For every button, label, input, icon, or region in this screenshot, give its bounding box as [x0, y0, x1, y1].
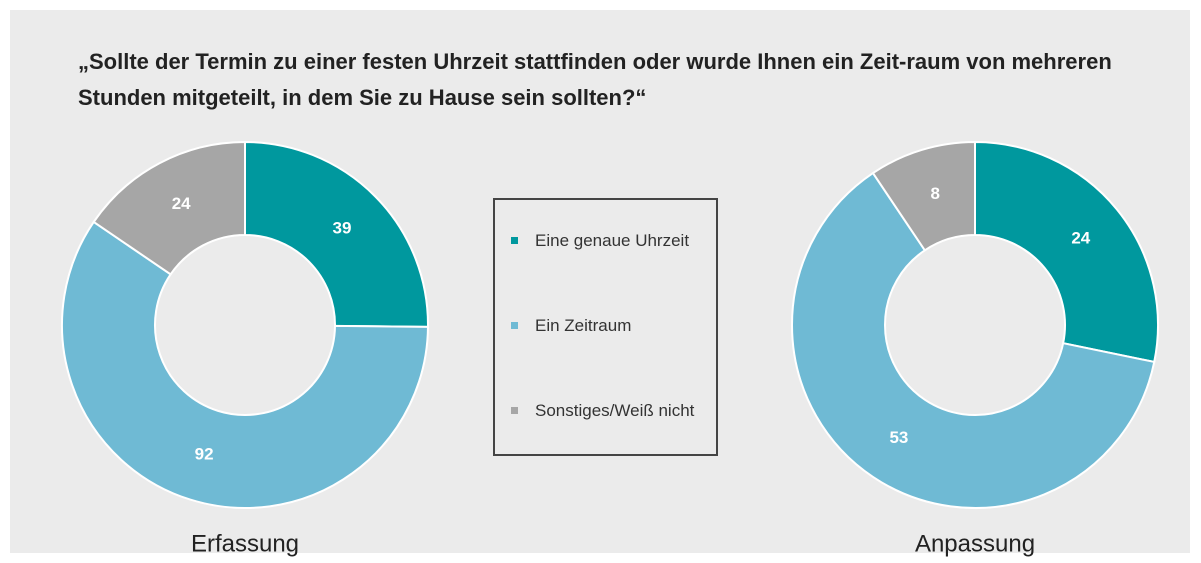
data-label: 24	[172, 194, 191, 213]
donut-segment	[61, 220, 430, 509]
donut-segment	[871, 140, 976, 252]
legend-item: Ein Zeitraum	[509, 315, 699, 337]
chart-label: Erfassung	[191, 530, 299, 557]
donut-segment	[92, 140, 246, 276]
legend-swatch	[511, 407, 518, 414]
legend-item: Sonstiges/Weiß nicht	[509, 400, 699, 422]
data-label: 24	[1071, 228, 1090, 247]
legend-label: Ein Zeitraum	[535, 316, 632, 335]
chart-label: Anpassung	[915, 530, 1035, 557]
legend-label: Sonstiges/Weiß nicht	[535, 401, 695, 420]
donut-segment	[790, 171, 1156, 509]
data-label: 53	[889, 428, 908, 447]
data-label: 92	[195, 445, 214, 464]
donut-segment	[974, 140, 1159, 364]
legend-item: Eine genaue Uhrzeit	[509, 230, 699, 252]
legend-label: Eine genaue Uhrzeit	[535, 231, 690, 250]
data-label: 39	[333, 218, 352, 237]
data-label: 8	[930, 184, 939, 203]
donut-segment	[244, 140, 429, 328]
legend: Eine genaue Uhrzeit Ein Zeitraum Sonstiges…	[493, 198, 718, 456]
chart-title: „Sollte der Termin zu einer festen Uhrze…	[78, 49, 1112, 110]
legend-swatch	[511, 322, 518, 329]
legend-swatch	[511, 237, 518, 244]
